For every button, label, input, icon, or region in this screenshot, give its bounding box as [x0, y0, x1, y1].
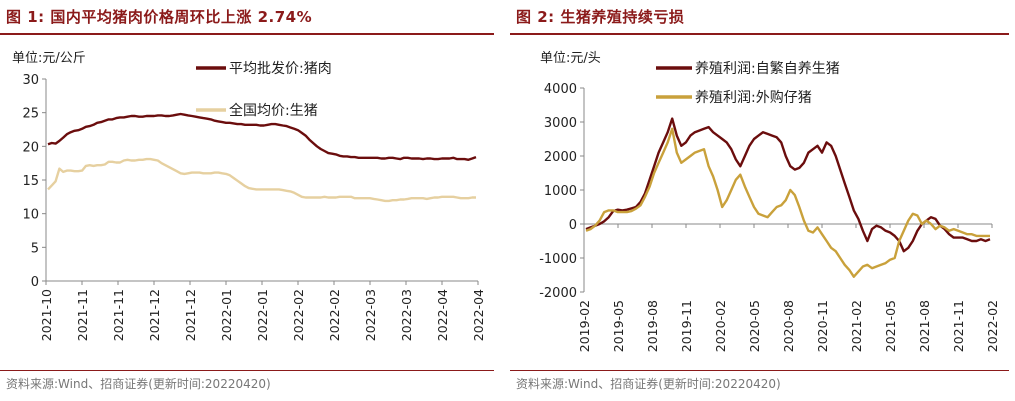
- unit-label: 单位:元/头: [540, 51, 601, 66]
- legend-label-1: 平均批发价:猪肉: [229, 61, 332, 77]
- y-tick-label: -2000: [539, 286, 577, 301]
- x-tick-label: 2019-05: [611, 300, 626, 352]
- x-tick-label: 2021-11: [75, 289, 90, 341]
- x-tick-label: 2021-11: [111, 289, 126, 341]
- figure-1-panel: 图 1: 国内平均猪肉价格周环比上涨 2.74% 单位:元/公斤 0 5 10 15 20…: [0, 0, 500, 401]
- source-rule: [0, 370, 494, 371]
- y-tick-label: 10: [22, 208, 39, 223]
- y-tick-label: 0: [31, 275, 39, 290]
- x-tick-label: 2021-11: [951, 300, 966, 352]
- x-tick-label: 2021-12: [147, 289, 162, 341]
- y-tick-label: 15: [22, 174, 39, 189]
- x-tick-label: 2022-01: [255, 289, 270, 341]
- unit-label: 单位:元/公斤: [12, 51, 86, 66]
- legend-label-2: 养殖利润:外购仔猪: [695, 89, 812, 106]
- x-tick-label: 2022-02: [985, 300, 1000, 352]
- legend-label-2: 全国均价:生猪: [229, 102, 318, 119]
- x-tick-label: 2021-08: [917, 300, 932, 352]
- source-rule: [510, 370, 1009, 371]
- x-tick-label: 2019-08: [645, 300, 660, 352]
- y-tick-label: 3000: [544, 116, 577, 131]
- pork-price-chart: 单位:元/公斤 0 5 10 15 20 25 30 2021-10 2021-11 2021-11…: [12, 51, 486, 341]
- title-rule: [0, 33, 494, 35]
- x-tick-label: 2022-02: [291, 289, 306, 341]
- figure-1-source: 资料来源:Wind、招商证券(更新时间:20220420): [6, 377, 271, 391]
- hog-profit-chart: 单位:元/头 -2000 -1000 0 1000 2000 3000 4000 2019-02…: [539, 51, 1000, 352]
- title-rule: [510, 33, 1009, 35]
- figure-2-source: 资料来源:Wind、招商证券(更新时间:20220420): [516, 377, 781, 391]
- x-tick-label: 2019-11: [679, 300, 694, 352]
- x-tick-label: 2022-04: [435, 289, 450, 341]
- series-line-2: [47, 157, 476, 203]
- x-tick-label: 2019-02: [577, 300, 592, 352]
- x-tick-label: 2021-05: [883, 300, 898, 352]
- series-line-1: [585, 117, 991, 253]
- figure-1-title: 图 1: 国内平均猪肉价格周环比上涨 2.74%: [6, 8, 313, 26]
- x-tick-label: 2020-05: [747, 300, 762, 352]
- x-tick-label: 2022-04: [471, 289, 486, 341]
- x-tick-label: 2022-03: [399, 289, 414, 341]
- x-tick-label: 2020-08: [781, 300, 796, 352]
- y-tick-label: -1000: [539, 252, 577, 267]
- x-tick-label: 2021-02: [849, 300, 864, 352]
- x-tick-label: 2020-11: [815, 300, 830, 352]
- y-tick-label: 1000: [544, 184, 577, 199]
- y-tick-label: 4000: [544, 82, 577, 97]
- x-tick-label: 2022-02: [327, 289, 342, 341]
- y-tick-label: 2000: [544, 150, 577, 165]
- figure-2-title: 图 2: 生猪养殖持续亏损: [516, 8, 685, 26]
- x-tick-label: 2022-01: [219, 289, 234, 341]
- x-tick-label: 2020-02: [713, 300, 728, 352]
- x-tick-label: 2021-10: [39, 289, 54, 341]
- y-tick-label: 20: [22, 140, 39, 155]
- y-tick-label: 5: [31, 241, 39, 256]
- x-tick-label: 2021-12: [183, 289, 198, 341]
- legend-label-1: 养殖利润:自繁自养生猪: [695, 60, 840, 77]
- figure-2-panel: 图 2: 生猪养殖持续亏损 单位:元/头 -2000 -1000 0 1000 2000 3…: [510, 0, 1015, 401]
- series-line-1: [47, 112, 477, 162]
- y-tick-label: 30: [22, 73, 39, 88]
- x-tick-label: 2022-03: [363, 289, 378, 341]
- y-tick-label: 25: [22, 107, 39, 122]
- y-tick-label: 0: [569, 218, 577, 233]
- series-line-2: [585, 127, 990, 278]
